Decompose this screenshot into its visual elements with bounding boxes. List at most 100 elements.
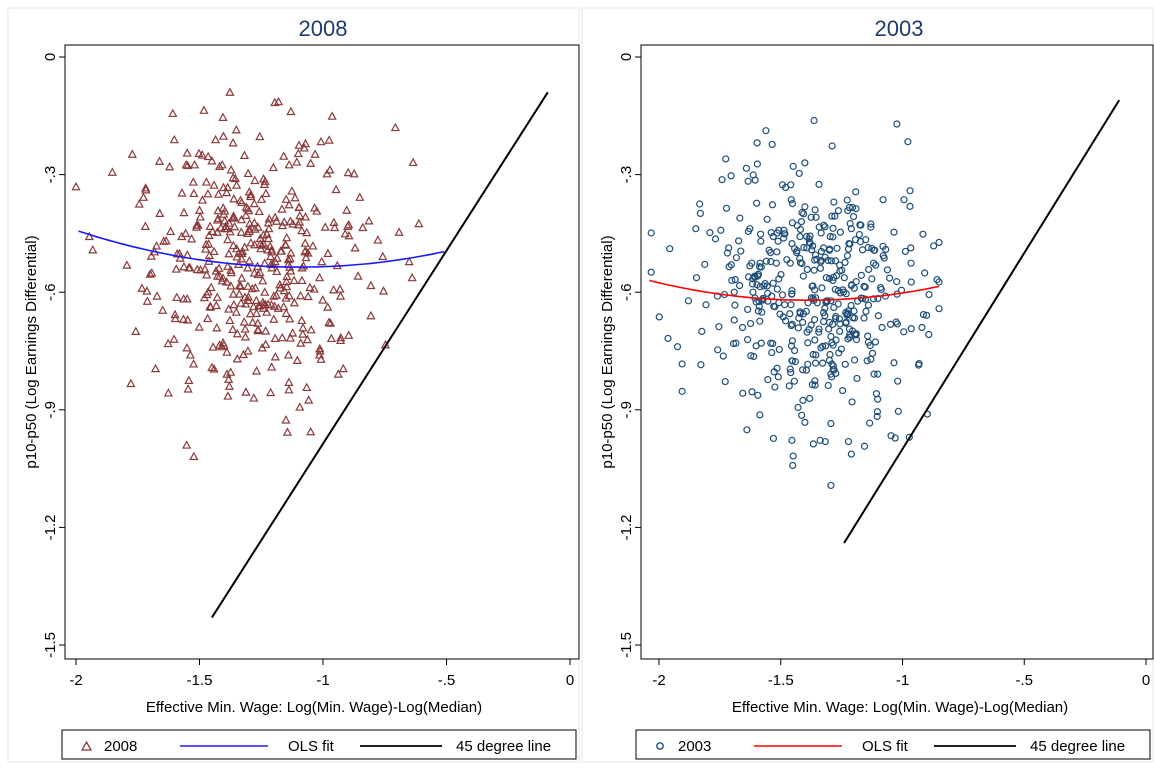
data-point <box>844 437 853 446</box>
data-point <box>243 168 253 178</box>
data-point <box>163 388 173 397</box>
data-point <box>240 324 250 333</box>
data-point <box>228 324 238 334</box>
data-point <box>283 350 294 359</box>
data-point <box>243 263 253 272</box>
data-point <box>241 210 251 219</box>
data-point <box>286 248 296 257</box>
data-point <box>860 314 868 322</box>
data-point <box>298 261 309 270</box>
x-ticks: -2 -1.5 -1 -.5 0 <box>652 659 1150 689</box>
x-tick-label: 0 <box>1142 672 1150 689</box>
legend-label-series: 2003 <box>678 738 711 755</box>
legend-box <box>61 729 577 760</box>
data-point <box>306 426 316 436</box>
data-point <box>801 203 809 211</box>
data-point <box>786 259 794 267</box>
data-point <box>226 165 236 174</box>
data-point <box>201 177 212 186</box>
data-point <box>827 332 835 341</box>
y-tick-label: -1.2 <box>42 514 59 540</box>
data-point <box>232 353 242 363</box>
data-point <box>868 349 877 357</box>
data-point <box>811 336 819 344</box>
data-point <box>267 246 277 256</box>
data-point <box>815 325 823 333</box>
data-point <box>236 214 247 224</box>
data-point <box>281 308 291 317</box>
data-point <box>300 238 310 247</box>
x-tick-label: -2 <box>69 672 82 689</box>
data-point <box>804 360 812 368</box>
data-point <box>798 411 806 419</box>
data-point <box>324 317 334 326</box>
data-point <box>316 136 326 146</box>
data-point <box>841 360 849 368</box>
data-point <box>297 315 307 325</box>
data-point <box>810 116 818 125</box>
data-point <box>253 318 263 327</box>
data-point <box>718 176 726 184</box>
data-point <box>826 232 834 241</box>
data-point <box>817 229 825 237</box>
data-point <box>225 315 235 325</box>
data-point <box>731 276 739 284</box>
data-point <box>317 256 327 266</box>
data-point <box>197 150 207 159</box>
data-point <box>182 294 192 303</box>
data-point <box>320 222 330 231</box>
data-point <box>218 273 228 282</box>
data-point <box>849 314 857 322</box>
data-point <box>885 274 894 282</box>
chart-title: 2008 <box>299 16 348 41</box>
data-point <box>249 393 259 402</box>
data-point <box>335 284 345 293</box>
data-point <box>322 168 332 178</box>
data-point <box>787 196 795 204</box>
data-point <box>282 427 293 436</box>
data-point <box>684 297 693 305</box>
y-tick-label: 0 <box>618 53 635 61</box>
data-point <box>789 461 797 470</box>
data-point <box>142 296 152 305</box>
data-point <box>768 140 776 149</box>
data-point <box>918 323 926 332</box>
data-point <box>285 253 295 263</box>
data-point <box>730 316 738 324</box>
data-point <box>794 324 802 332</box>
data-point <box>260 176 270 185</box>
data-point <box>827 419 835 428</box>
data-point <box>864 301 873 309</box>
data-point <box>182 440 192 449</box>
data-point <box>295 290 306 300</box>
data-point <box>265 241 275 250</box>
data-point <box>314 350 325 359</box>
data-point <box>923 311 931 319</box>
data-point <box>296 338 306 347</box>
data-point <box>250 224 260 233</box>
data-point <box>925 290 933 299</box>
data-point <box>801 159 809 167</box>
data-point <box>758 308 766 316</box>
data-point <box>71 181 81 191</box>
plot-area <box>640 44 1154 660</box>
data-point <box>202 270 212 279</box>
legend-label-fit: OLS fit <box>288 738 335 755</box>
data-point <box>841 258 849 267</box>
data-point <box>258 275 268 285</box>
data-point <box>714 346 722 354</box>
data-point <box>214 263 224 272</box>
data-point <box>150 363 161 373</box>
data-point <box>255 131 265 141</box>
data-point <box>234 280 245 290</box>
data-point <box>151 241 162 250</box>
data-point <box>245 218 255 228</box>
data-point <box>250 175 260 185</box>
data-point <box>137 283 147 292</box>
data-point <box>834 300 842 308</box>
data-point <box>262 229 272 238</box>
data-point <box>723 249 732 257</box>
data-point <box>213 213 223 223</box>
data-point <box>276 246 286 255</box>
data-point <box>732 254 741 262</box>
